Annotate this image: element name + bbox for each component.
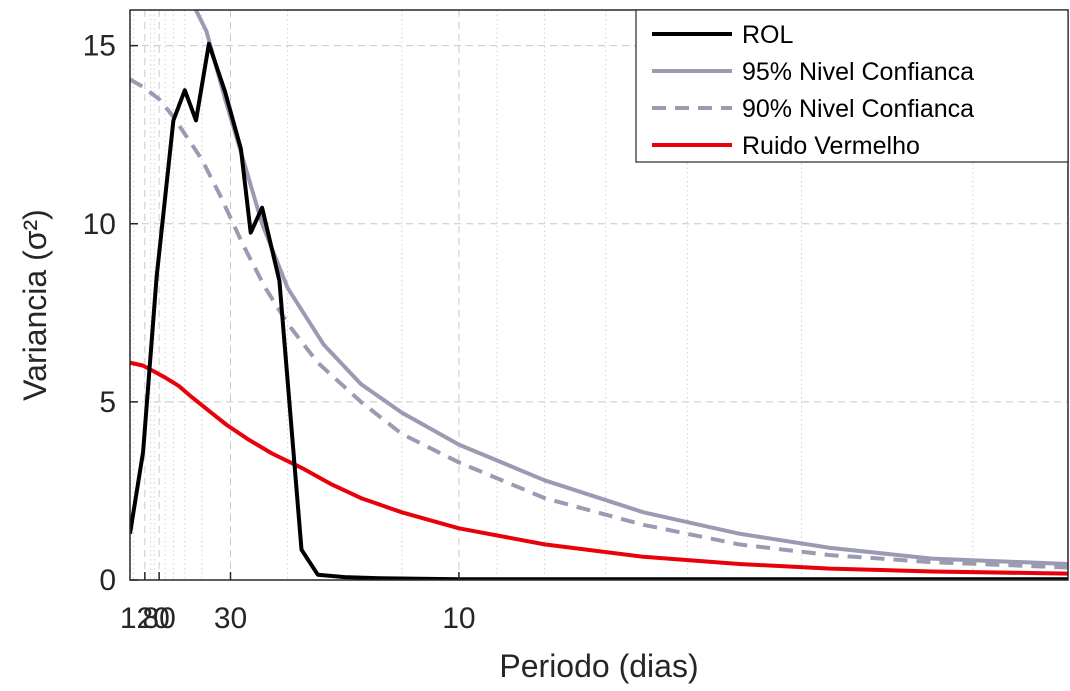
y-axis-label: Variancia (σ²) <box>17 209 53 401</box>
series-line-1 <box>130 41 1068 580</box>
plot-series <box>130 10 1068 580</box>
legend-label-3: 90% Nivel Confianca <box>742 95 974 123</box>
axes <box>129 9 1069 581</box>
legend-label-2: 95% Nivel Confianca <box>742 58 974 86</box>
legend-label-1: ROL <box>742 21 794 49</box>
x-tick-label: 30 <box>214 602 247 635</box>
x-tick-label: 80 <box>142 602 175 635</box>
y-tick-label: 10 <box>83 208 116 241</box>
x-tick-label: 10 <box>442 602 475 635</box>
legend: ROL 95% Nivel Confianca 90% Nivel Confianc… <box>635 9 1069 163</box>
series-line-4 <box>130 360 1068 576</box>
legend-label-4: Ruido Vermelho <box>742 132 920 160</box>
x-tick-label: 120 <box>120 602 170 635</box>
series-line-3 <box>130 77 1068 570</box>
y-tick-label: 15 <box>83 30 116 63</box>
y-tick-label: 0 <box>99 564 116 597</box>
plot-frame <box>129 9 1069 581</box>
y-tick-label: 5 <box>99 386 116 419</box>
x-axis-label: Periodo (dias) <box>499 648 698 684</box>
